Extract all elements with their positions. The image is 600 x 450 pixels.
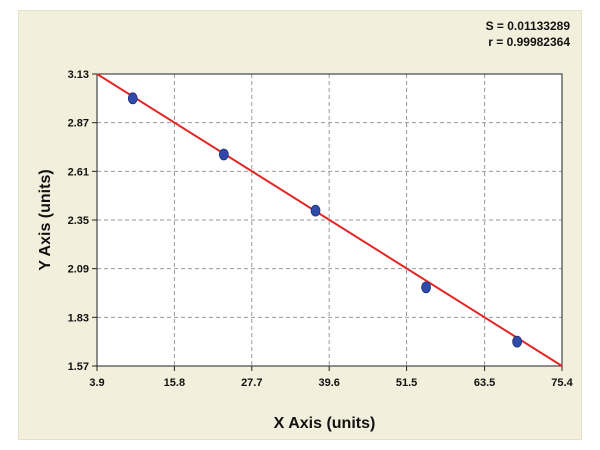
data-point	[512, 335, 523, 348]
x-tick-label: 27.7	[241, 377, 262, 389]
x-tick-label: 63.5	[474, 377, 495, 389]
regression-line	[96, 73, 563, 367]
y-tick-label: 1.57	[68, 361, 89, 373]
r-statistic: r = 0.99982364	[488, 35, 570, 49]
data-point	[218, 148, 229, 161]
x-tick-label: 3.9	[89, 377, 104, 389]
s-statistic: S = 0.01133289	[485, 19, 570, 33]
y-tick-label: 2.87	[68, 118, 89, 130]
x-tick-label: 15.8	[164, 377, 185, 389]
fit-statistics: S = 0.01133289 r = 0.99982364	[486, 18, 570, 50]
x-tick-label: 39.6	[318, 377, 339, 389]
y-tick-label: 2.35	[68, 215, 89, 227]
y-tick-label: 2.09	[68, 264, 89, 276]
x-axis-title: X Axis (units)	[274, 415, 376, 432]
x-tick-label: 75.4	[551, 377, 573, 389]
y-axis-title: Y Axis (units)	[37, 169, 54, 270]
data-point	[127, 92, 138, 105]
x-tick-label: 51.5	[396, 377, 417, 389]
y-tick-label: 1.83	[68, 312, 89, 324]
data-point	[421, 281, 431, 294]
y-tick-label: 2.61	[68, 166, 89, 178]
y-tick-label: 3.13	[68, 69, 89, 81]
data-point	[310, 204, 321, 217]
